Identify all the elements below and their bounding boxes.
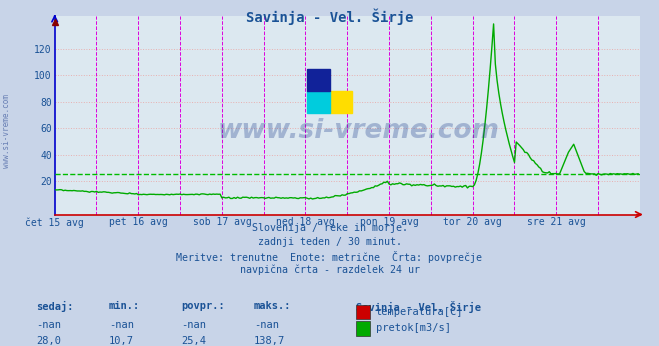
- Text: -nan: -nan: [109, 320, 134, 330]
- Text: sedaj:: sedaj:: [36, 301, 74, 312]
- Bar: [308, 69, 330, 91]
- Text: -nan: -nan: [36, 320, 61, 330]
- Text: www.si-vreme.com: www.si-vreme.com: [2, 94, 11, 169]
- Text: Savinja - Vel. Širje: Savinja - Vel. Širje: [246, 9, 413, 25]
- Bar: [330, 91, 352, 113]
- Text: temperatura[C]: temperatura[C]: [376, 307, 463, 317]
- Text: Meritve: trenutne  Enote: metrične  Črta: povprečje: Meritve: trenutne Enote: metrične Črta: …: [177, 251, 482, 263]
- Text: 28,0: 28,0: [36, 336, 61, 346]
- Text: -nan: -nan: [254, 320, 279, 330]
- Text: maks.:: maks.:: [254, 301, 291, 311]
- Text: 25,4: 25,4: [181, 336, 206, 346]
- Text: navpična črta - razdelek 24 ur: navpična črta - razdelek 24 ur: [239, 265, 420, 275]
- Text: Savinja - Vel. Širje: Savinja - Vel. Širje: [356, 301, 481, 313]
- Bar: [308, 91, 330, 113]
- Text: 138,7: 138,7: [254, 336, 285, 346]
- Text: min.:: min.:: [109, 301, 140, 311]
- Text: 10,7: 10,7: [109, 336, 134, 346]
- Text: www.si-vreme.com: www.si-vreme.com: [218, 118, 500, 144]
- Text: -nan: -nan: [181, 320, 206, 330]
- Text: Slovenija / reke in morje.: Slovenija / reke in morje.: [252, 223, 407, 233]
- Text: povpr.:: povpr.:: [181, 301, 225, 311]
- Text: zadnji teden / 30 minut.: zadnji teden / 30 minut.: [258, 237, 401, 247]
- Text: pretok[m3/s]: pretok[m3/s]: [376, 324, 451, 334]
